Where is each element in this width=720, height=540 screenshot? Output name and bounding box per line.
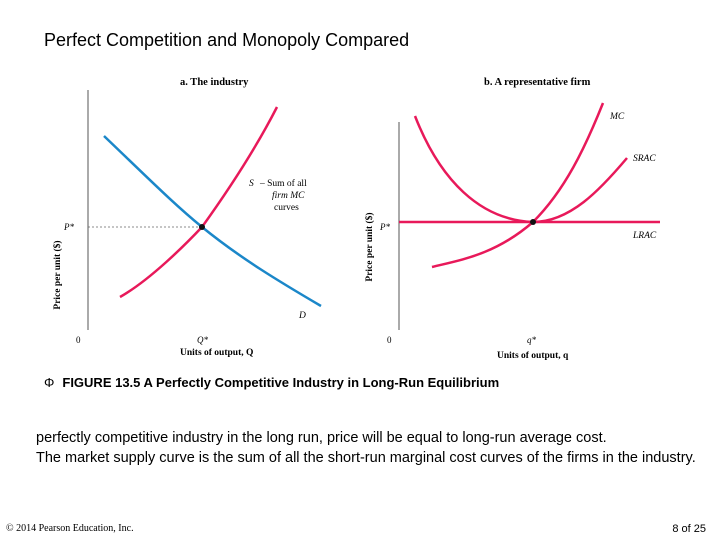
firm-quantity-label: q* (527, 335, 537, 345)
industry-y-axis-label: Price per unit ($) (52, 240, 63, 309)
body-line-2: The market supply curve is the sum of al… (36, 450, 696, 466)
supply-curve (119, 106, 279, 299)
demand-curve (103, 135, 322, 308)
panel-industry-title: a. The industry (180, 77, 249, 88)
supply-label: S (249, 179, 254, 189)
supply-annotation-1: – Sum of all (259, 178, 307, 189)
industry-origin-label: 0 (76, 335, 81, 345)
industry-price-label: P* (63, 222, 74, 232)
industry-equilibrium-point (199, 224, 205, 230)
demand-label: D (298, 311, 306, 321)
body-text: perfectly competitive industry in the lo… (36, 428, 706, 468)
lrac-label: LRAC (632, 231, 657, 241)
mc-label: MC (609, 112, 625, 122)
firm-y-axis-label: Price per unit ($) (364, 212, 375, 281)
figure-caption: Φ FIGURE 13.5 A Perfectly Competitive Ind… (44, 375, 499, 390)
firm-origin-label: 0 (387, 335, 392, 345)
page-number: 8 of 25 (672, 523, 706, 535)
firm-price-label: P* (379, 222, 390, 232)
slide-title: Perfect Competition and Monopoly Compare… (44, 30, 410, 50)
panel-industry: a. The industry Price per unit ($) 0 P* … (52, 77, 322, 358)
firm-equilibrium-point (530, 219, 536, 225)
caption-text: FIGURE 13.5 A Perfectly Competitive Indu… (62, 375, 500, 390)
supply-annotation-3: curves (274, 203, 299, 213)
figure-13-5: a. The industry Price per unit ($) 0 P* … (52, 77, 660, 361)
firm-x-axis-label: Units of output, q (497, 351, 569, 361)
supply-annotation-2: firm MC (272, 190, 305, 201)
panel-firm-title: b. A representative firm (484, 77, 591, 88)
industry-quantity-label: Q* (197, 335, 208, 345)
phi-bullet-icon: Φ (44, 375, 55, 390)
body-line-1: perfectly competitive industry in the lo… (36, 430, 607, 446)
srac-curve (413, 115, 628, 224)
srac-label: SRAC (633, 154, 656, 164)
panel-firm: b. A representative firm Price per unit … (364, 77, 660, 361)
copyright-notice: © 2014 Pearson Education, Inc. (6, 523, 134, 534)
industry-x-axis-label: Units of output, Q (180, 348, 253, 358)
